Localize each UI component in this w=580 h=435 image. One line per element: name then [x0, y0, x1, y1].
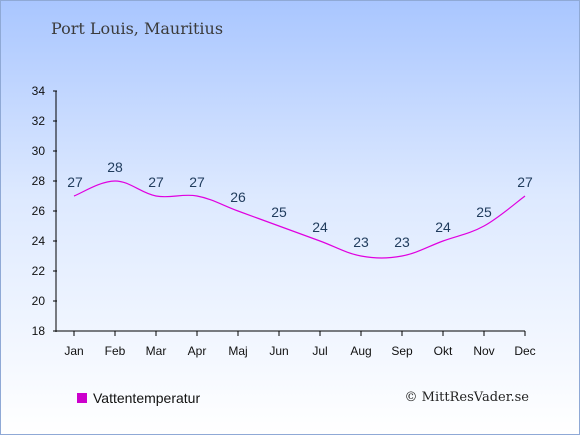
- data-label: 27: [189, 174, 205, 190]
- y-tick-label: 32: [32, 114, 46, 128]
- data-label: 24: [312, 219, 328, 235]
- x-tick-label: Aug: [350, 344, 371, 358]
- chart-title: Port Louis, Mauritius: [51, 19, 224, 38]
- x-tick-label: Jul: [312, 344, 327, 358]
- y-tick-label: 22: [32, 264, 46, 278]
- data-label: 25: [476, 204, 492, 220]
- legend-label: Vattentemperatur: [93, 390, 201, 406]
- x-tick-label: Apr: [188, 344, 207, 358]
- legend-swatch: [77, 393, 87, 403]
- y-tick-label: 28: [32, 174, 46, 188]
- x-tick-label: Maj: [228, 344, 247, 358]
- data-label: 26: [230, 189, 246, 205]
- legend: Vattentemperatur: [77, 390, 200, 406]
- data-label: 24: [435, 219, 451, 235]
- x-tick-label: Jun: [269, 344, 288, 358]
- credit-text: © MittResVader.se: [404, 390, 529, 405]
- y-tick-label: 34: [32, 84, 46, 98]
- y-tick-label: 20: [32, 294, 46, 308]
- data-label: 23: [353, 234, 369, 250]
- y-tick-label: 26: [32, 204, 46, 218]
- y-tick-label: 24: [32, 234, 46, 248]
- data-label: 28: [107, 159, 123, 175]
- x-tick-label: Sep: [391, 344, 413, 358]
- x-tick-label: Jan: [64, 344, 83, 358]
- data-label: 27: [67, 174, 83, 190]
- y-tick-label: 18: [32, 324, 46, 338]
- x-tick-label: Mar: [146, 344, 167, 358]
- x-tick-label: Nov: [473, 344, 494, 358]
- data-label: 25: [271, 204, 287, 220]
- data-label: 27: [148, 174, 164, 190]
- y-tick-label: 30: [32, 144, 46, 158]
- x-tick-label: Dec: [514, 344, 535, 358]
- x-tick-label: Feb: [105, 344, 126, 358]
- data-label: 23: [394, 234, 410, 250]
- x-tick-label: Okt: [434, 344, 453, 358]
- series-line-water-temperature: [73, 180, 526, 259]
- data-label: 27: [517, 174, 533, 190]
